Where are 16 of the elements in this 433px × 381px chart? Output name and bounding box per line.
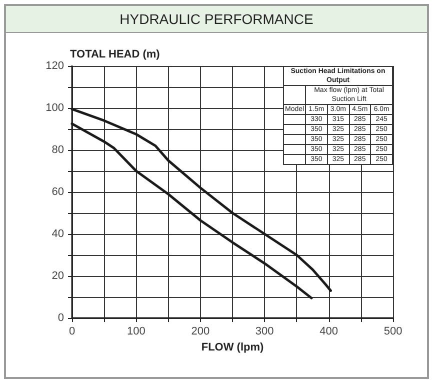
y-tick-label: 0: [58, 312, 64, 324]
y-tick-label: 80: [52, 144, 64, 156]
y-tick-label: 20: [52, 270, 64, 282]
y-tick-label: 40: [52, 228, 64, 240]
x-axis-title: FLOW (lpm): [201, 341, 264, 354]
y-tick-label: 120: [46, 60, 64, 72]
y-tick-label: 100: [46, 102, 64, 114]
y-tick-label: 60: [52, 186, 64, 198]
y-axis-title: TOTAL HEAD (m): [70, 48, 160, 60]
x-tick-label: 400: [320, 326, 338, 338]
x-tick-label: 100: [127, 326, 146, 338]
chart-title: HYDRAULIC PERFORMANCE: [6, 6, 427, 33]
x-tick-label: 300: [255, 326, 274, 338]
x-tick-label: 500: [384, 326, 402, 338]
x-tick-label: 200: [191, 326, 210, 338]
x-tick-label: 0: [68, 326, 76, 338]
